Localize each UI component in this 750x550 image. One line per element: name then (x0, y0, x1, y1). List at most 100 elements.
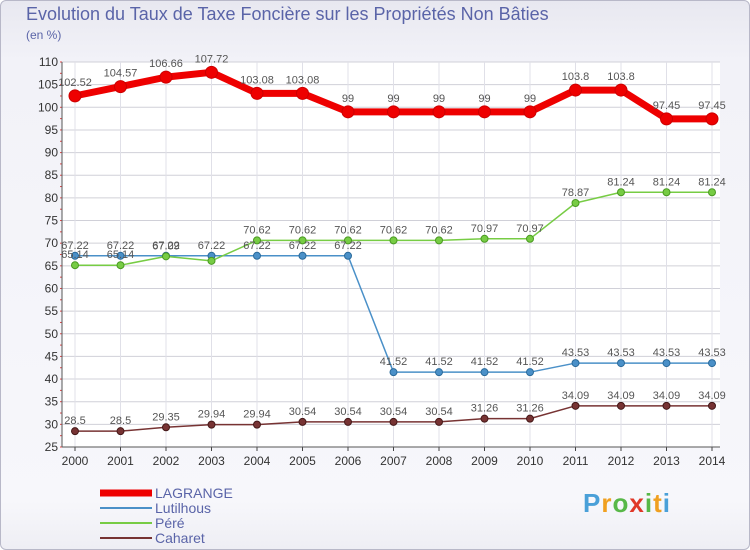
x-tick-label: 2007 (380, 454, 407, 468)
data-label-lutilhous: 41.52 (425, 356, 453, 368)
x-tick-label: 2006 (335, 454, 362, 468)
point-pere (435, 236, 443, 245)
legend-label-lagrange: LAGRANGE (155, 485, 233, 501)
point-pere (389, 236, 398, 245)
data-label-lagrange: 104.57 (104, 68, 138, 80)
point-caharet (435, 417, 443, 426)
point-lutilhous (116, 251, 125, 260)
y-tick-label: 60 (45, 281, 59, 295)
point-lagrange (250, 86, 264, 100)
x-tick-label: 2008 (426, 454, 453, 468)
y-tick-label: 110 (39, 55, 58, 69)
point-caharet (526, 414, 534, 423)
point-pere (162, 252, 170, 261)
point-caharet (71, 427, 79, 436)
data-label-lutilhous: 41.52 (516, 356, 544, 368)
data-label-caharet: 30.54 (289, 406, 317, 418)
data-label-caharet: 30.54 (425, 406, 453, 418)
point-caharet (662, 401, 671, 410)
y-tick-label: 30 (45, 417, 59, 431)
data-label-lagrange: 99 (342, 93, 354, 105)
legend-label-lutilhous: Lutilhous (155, 500, 211, 516)
point-lagrange (387, 105, 400, 119)
point-pere (617, 188, 625, 197)
point-lagrange (68, 89, 82, 103)
y-tick-label: 75 (45, 214, 59, 228)
data-label-lutilhous: 43.53 (653, 347, 681, 359)
data-label-lagrange: 103.08 (240, 74, 274, 86)
legend-label-caharet: Caharet (155, 530, 205, 546)
data-label-lutilhous: 67.22 (243, 240, 271, 252)
data-label-caharet: 31.26 (516, 403, 544, 415)
point-pere (708, 188, 716, 197)
data-label-pere: 70.62 (289, 224, 317, 236)
data-label-pere: 70.62 (243, 224, 271, 236)
point-caharet (571, 401, 580, 410)
point-lutilhous (617, 359, 625, 368)
y-tick-label: 65 (45, 259, 59, 273)
data-label-pere: 65.14 (107, 249, 135, 261)
x-tick-label: 2012 (608, 454, 635, 468)
data-label-caharet: 34.09 (698, 390, 726, 402)
point-caharet (617, 401, 625, 410)
legend-label-pere: Péré (155, 515, 185, 531)
point-caharet (207, 420, 216, 429)
data-label-pere: 70.62 (334, 224, 362, 236)
data-label-pere: 81.24 (653, 176, 681, 188)
x-tick-label: 2002 (153, 454, 180, 468)
point-caharet (253, 420, 261, 429)
data-label-lutilhous: 41.52 (471, 356, 499, 368)
data-label-caharet: 30.54 (334, 406, 362, 418)
y-tick-label: 80 (45, 191, 59, 205)
x-tick-label: 2013 (653, 454, 680, 468)
point-pere (207, 256, 216, 265)
data-label-lutilhous: 67.22 (107, 240, 135, 252)
point-lutilhous (662, 359, 671, 368)
point-lagrange (159, 70, 173, 84)
data-label-caharet: 28.5 (110, 415, 131, 427)
data-label-caharet: 30.54 (380, 406, 408, 418)
axes: 25 30 35 40 45 50 55 60 65 70 75 80 85 90 95 100 105 110 2… (38, 55, 726, 468)
point-lutilhous (571, 359, 580, 368)
y-tick-label: 85 (45, 168, 59, 182)
point-pere (480, 234, 489, 243)
data-label-pere: 81.24 (607, 176, 635, 188)
point-caharet (116, 427, 125, 436)
y-axis-unit: (en %) (26, 28, 62, 42)
point-caharet (708, 401, 716, 410)
point-pere (71, 261, 79, 270)
data-label-pere: 65.14 (61, 249, 89, 261)
point-lutilhous (298, 251, 307, 260)
y-tick-label: 105 (38, 78, 58, 92)
data-label-caharet: 34.09 (562, 390, 590, 402)
data-label-caharet: 29.94 (243, 409, 271, 421)
point-pere (571, 199, 580, 208)
point-lagrange (296, 86, 309, 100)
chart-title: Evolution du Taux de Taxe Foncière sur l… (26, 4, 549, 24)
x-tick-label: 2004 (244, 454, 271, 468)
data-label-lagrange: 107.72 (195, 53, 229, 65)
y-tick-label: 50 (45, 327, 59, 341)
data-label-lagrange: 99 (478, 93, 490, 105)
data-label-caharet: 28.5 (64, 415, 85, 427)
data-label-lutilhous: 67.22 (198, 240, 226, 252)
point-lutilhous (253, 251, 261, 260)
y-tick-label: 45 (45, 349, 59, 363)
point-lagrange (432, 105, 446, 119)
y-tick-label: 25 (45, 440, 59, 454)
point-lutilhous (526, 368, 534, 377)
x-tick-label: 2009 (471, 454, 498, 468)
point-lagrange (614, 83, 628, 97)
y-tick-label: 40 (45, 372, 59, 386)
proxiti-logo: Proxiti (583, 488, 671, 518)
x-tick-label: 2014 (699, 454, 726, 468)
x-tick-label: 2001 (107, 454, 134, 468)
point-pere (662, 188, 671, 197)
y-tick-label: 95 (45, 123, 59, 137)
data-label-pere: 70.62 (425, 224, 453, 236)
x-tick-label: 2000 (62, 454, 89, 468)
x-tick-label: 2005 (289, 454, 316, 468)
data-label-lutilhous: 41.52 (380, 356, 408, 368)
data-label-lagrange: 99 (433, 93, 445, 105)
